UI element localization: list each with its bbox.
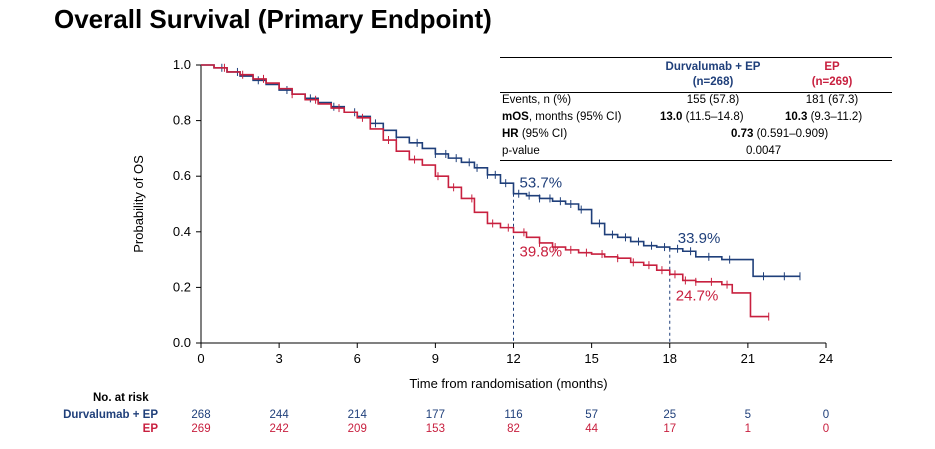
ep-col-header-name: EP	[824, 61, 840, 73]
mos-label: mOS, months (95% CI)	[502, 111, 622, 123]
risk-count-durva: 116	[504, 409, 523, 421]
risk-table-header: No. at risk	[93, 392, 149, 404]
hr-value: 0.73 (0.591–0.909)	[731, 128, 828, 140]
mos-durva-bold: 13.0	[660, 111, 683, 123]
risk-count-durva: 244	[269, 409, 289, 421]
risk-count-ep: 44	[585, 423, 599, 435]
risk-count-durva: 268	[191, 409, 211, 421]
y-tick-label: 0.8	[173, 113, 191, 128]
y-tick-label: 0.2	[173, 279, 191, 294]
chart-title: Overall Survival (Primary Endpoint)	[54, 4, 492, 34]
risk-count-ep: 1	[744, 423, 752, 435]
y-tick-label: 0.4	[173, 224, 191, 239]
risk-count-ep: 17	[663, 423, 677, 435]
mos-label-bold: mOS	[502, 111, 529, 123]
x-tick-label: 15	[584, 351, 598, 366]
mos-ep-rest: (9.3–11.2)	[807, 111, 863, 123]
y-tick-label: 0.0	[173, 335, 191, 350]
hr-value-rest: (0.591–0.909)	[753, 128, 829, 140]
mos-durva: 13.0 (11.5–14.8)	[660, 111, 744, 123]
x-tick-label: 6	[354, 351, 361, 366]
risk-count-durva: 57	[585, 409, 599, 421]
mos-ep-bold: 10.3	[785, 111, 808, 123]
durva-col-header-n: (n=268)	[692, 76, 734, 88]
y-tick-label: 0.6	[173, 168, 191, 183]
x-tick-label: 12	[506, 351, 520, 366]
p-value-label: p-value	[502, 145, 540, 157]
y-axis-label: Probability of OS	[131, 155, 146, 253]
risk-count-ep: 82	[507, 423, 520, 435]
risk-count-durva: 177	[425, 409, 445, 421]
km-plot: 0 3 6 9 12 15 18 21 24 0.0 0.2 0.4 0.6 0.8 1.0 Time fro…	[131, 57, 833, 391]
hr-label: HR (95% CI)	[502, 128, 567, 140]
risk-count-durva: 25	[663, 409, 677, 421]
events-label: Events, n (%)	[502, 94, 572, 106]
risk-count-ep: 0	[822, 423, 830, 435]
hr-label-rest: (95% CI)	[518, 128, 568, 140]
stats-bottom-rule	[500, 160, 892, 161]
y-tick-label: 1.0	[173, 57, 191, 72]
risk-count-ep: 269	[191, 423, 211, 435]
x-tick-label: 18	[663, 351, 677, 366]
landmark-annotation: 33.9%	[678, 230, 721, 247]
stats-top-rule	[500, 57, 892, 58]
risk-count-ep: 209	[347, 423, 367, 435]
mos-label-rest: , months (95% CI)	[528, 111, 622, 123]
risk-label-durva: Durvalumab + EP	[63, 409, 158, 421]
landmark-annotation: 53.7%	[520, 175, 563, 192]
hr-label-bold: HR	[502, 128, 519, 140]
x-tick-label: 24	[819, 351, 833, 366]
risk-table: No. at risk Durvalumab + EP EP 268 244 214…	[0, 392, 935, 442]
risk-count-durva: 0	[822, 409, 830, 421]
events-durva: 155 (57.8)	[686, 94, 740, 106]
risk-count-ep: 242	[269, 423, 289, 435]
x-tick-label: 21	[741, 351, 755, 366]
ep-col-header-n: (n=269)	[811, 76, 853, 88]
stats-header-rule	[500, 92, 892, 93]
risk-label-ep: EP	[142, 423, 158, 435]
durva-col-header: Durvalumab + EP (n=268)	[648, 60, 778, 90]
mos-ep: 10.3 (9.3–11.2)	[785, 111, 862, 123]
landmark-annotation: 39.8%	[520, 243, 563, 260]
x-tick-label: 9	[432, 351, 439, 366]
durva-col-header-name: Durvalumab + EP	[665, 61, 761, 73]
risk-count-durva: 5	[744, 409, 752, 421]
mos-durva-rest: (11.5–14.8)	[682, 111, 744, 123]
p-value: 0.0047	[746, 145, 782, 157]
x-axis-label: Time from randomisation (months)	[409, 376, 607, 391]
events-ep: 181 (67.3)	[805, 94, 859, 106]
ep-col-header: EP (n=269)	[792, 60, 872, 90]
x-tick-label: 3	[276, 351, 283, 366]
risk-count-ep: 153	[425, 423, 445, 435]
x-tick-label: 0	[197, 351, 204, 366]
hr-value-bold: 0.73	[731, 128, 754, 140]
risk-count-durva: 214	[347, 409, 367, 421]
landmark-annotation: 24.7%	[676, 287, 719, 304]
